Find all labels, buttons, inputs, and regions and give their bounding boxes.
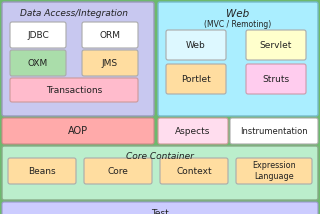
Text: Core: Core xyxy=(108,166,128,175)
Text: Context: Context xyxy=(176,166,212,175)
Text: Data Access/Integration: Data Access/Integration xyxy=(20,9,128,18)
FancyBboxPatch shape xyxy=(246,30,306,60)
Text: Core Container: Core Container xyxy=(126,152,194,161)
Text: JMS: JMS xyxy=(102,58,118,67)
FancyBboxPatch shape xyxy=(246,64,306,94)
FancyBboxPatch shape xyxy=(2,202,318,214)
FancyBboxPatch shape xyxy=(236,158,312,184)
Text: Aspects: Aspects xyxy=(175,126,211,135)
Text: ORM: ORM xyxy=(100,31,121,40)
Text: Servlet: Servlet xyxy=(260,40,292,49)
Text: OXM: OXM xyxy=(28,58,48,67)
Text: Test: Test xyxy=(151,208,169,214)
FancyBboxPatch shape xyxy=(160,158,228,184)
FancyBboxPatch shape xyxy=(10,22,66,48)
Text: Struts: Struts xyxy=(262,74,290,83)
FancyBboxPatch shape xyxy=(158,118,228,144)
FancyBboxPatch shape xyxy=(166,30,226,60)
FancyBboxPatch shape xyxy=(10,50,66,76)
Text: JDBC: JDBC xyxy=(27,31,49,40)
FancyBboxPatch shape xyxy=(8,158,76,184)
Text: Transactions: Transactions xyxy=(46,86,102,95)
Text: Instrumentation: Instrumentation xyxy=(240,126,308,135)
Text: (MVC / Remoting): (MVC / Remoting) xyxy=(204,20,272,29)
FancyBboxPatch shape xyxy=(2,146,318,200)
FancyBboxPatch shape xyxy=(82,22,138,48)
FancyBboxPatch shape xyxy=(166,64,226,94)
Text: Expression
Language: Expression Language xyxy=(252,161,296,181)
Text: Web: Web xyxy=(226,9,250,19)
FancyBboxPatch shape xyxy=(2,118,154,144)
Text: Beans: Beans xyxy=(28,166,56,175)
FancyBboxPatch shape xyxy=(230,118,318,144)
Text: Web: Web xyxy=(186,40,206,49)
FancyBboxPatch shape xyxy=(10,78,138,102)
Text: AOP: AOP xyxy=(68,126,88,136)
FancyBboxPatch shape xyxy=(84,158,152,184)
Text: Portlet: Portlet xyxy=(181,74,211,83)
FancyBboxPatch shape xyxy=(82,50,138,76)
FancyBboxPatch shape xyxy=(2,2,154,116)
FancyBboxPatch shape xyxy=(158,2,318,116)
